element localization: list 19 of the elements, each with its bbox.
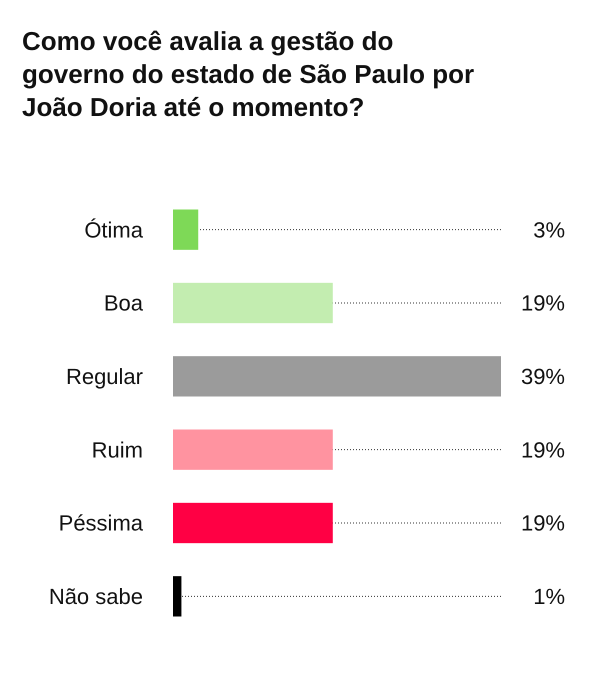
data-label: 19% [520, 437, 565, 462]
y-tick-label: Regular [66, 364, 143, 390]
bar [173, 282, 333, 324]
y-tick-label: Ruim [92, 437, 143, 462]
bar [173, 576, 182, 616]
bar [173, 430, 333, 470]
y-tick-label: Não sabe [48, 584, 143, 610]
bar [173, 502, 333, 544]
data-label: 39% [520, 364, 565, 390]
y-tick-label: Boa [104, 290, 144, 316]
bar [173, 210, 198, 250]
y-tick-label: Péssima [58, 510, 144, 536]
data-label: 19% [520, 510, 565, 536]
y-tick-label: Ótima [84, 217, 144, 242]
data-label: 19% [520, 290, 565, 316]
bar [173, 356, 501, 396]
data-label: 1% [533, 584, 565, 610]
chart-title: Como você avalia a gestão do governo do estado de São Paulo por João Doria até o momento? [22, 26, 474, 122]
data-label: 3% [533, 217, 565, 242]
